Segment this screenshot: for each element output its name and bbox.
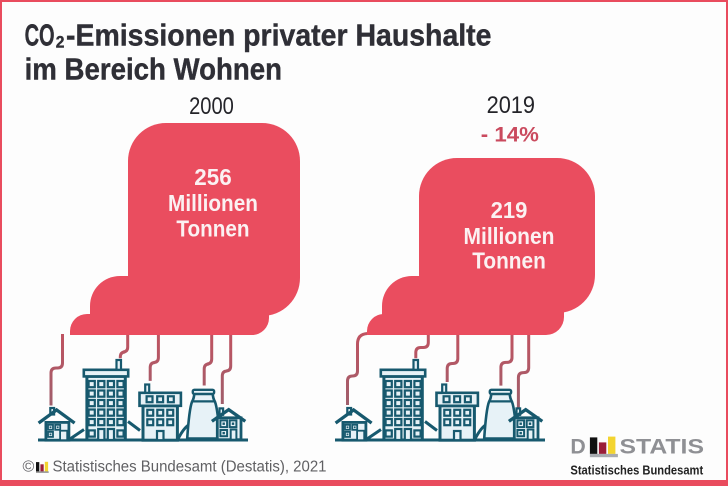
svg-text:Tonnen: Tonnen (472, 247, 546, 273)
svg-text:im Bereich Wohnen: im Bereich Wohnen (25, 52, 282, 87)
svg-text:256: 256 (194, 164, 231, 190)
svg-text:©: © (23, 458, 35, 475)
svg-text:Statistisches Bundesamt: Statistisches Bundesamt (570, 462, 703, 477)
svg-text:CO: CO (25, 18, 55, 53)
svg-text:STATIS: STATIS (620, 434, 705, 458)
svg-text:2000: 2000 (189, 93, 234, 120)
svg-text:-Emissionen privater Haushalte: -Emissionen privater Haushalte (66, 18, 492, 53)
svg-text:2019: 2019 (487, 92, 535, 119)
svg-text:Millionen: Millionen (464, 223, 555, 249)
svg-text:2: 2 (56, 33, 65, 51)
svg-text:219: 219 (491, 197, 528, 223)
svg-text:Statistisches Bundesamt (Desta: Statistisches Bundesamt (Destatis), 2021 (53, 458, 327, 475)
svg-text:D: D (570, 434, 585, 458)
svg-text:Millionen: Millionen (168, 190, 258, 216)
svg-text:- 14%: - 14% (481, 122, 539, 146)
svg-text:Tonnen: Tonnen (176, 216, 249, 242)
